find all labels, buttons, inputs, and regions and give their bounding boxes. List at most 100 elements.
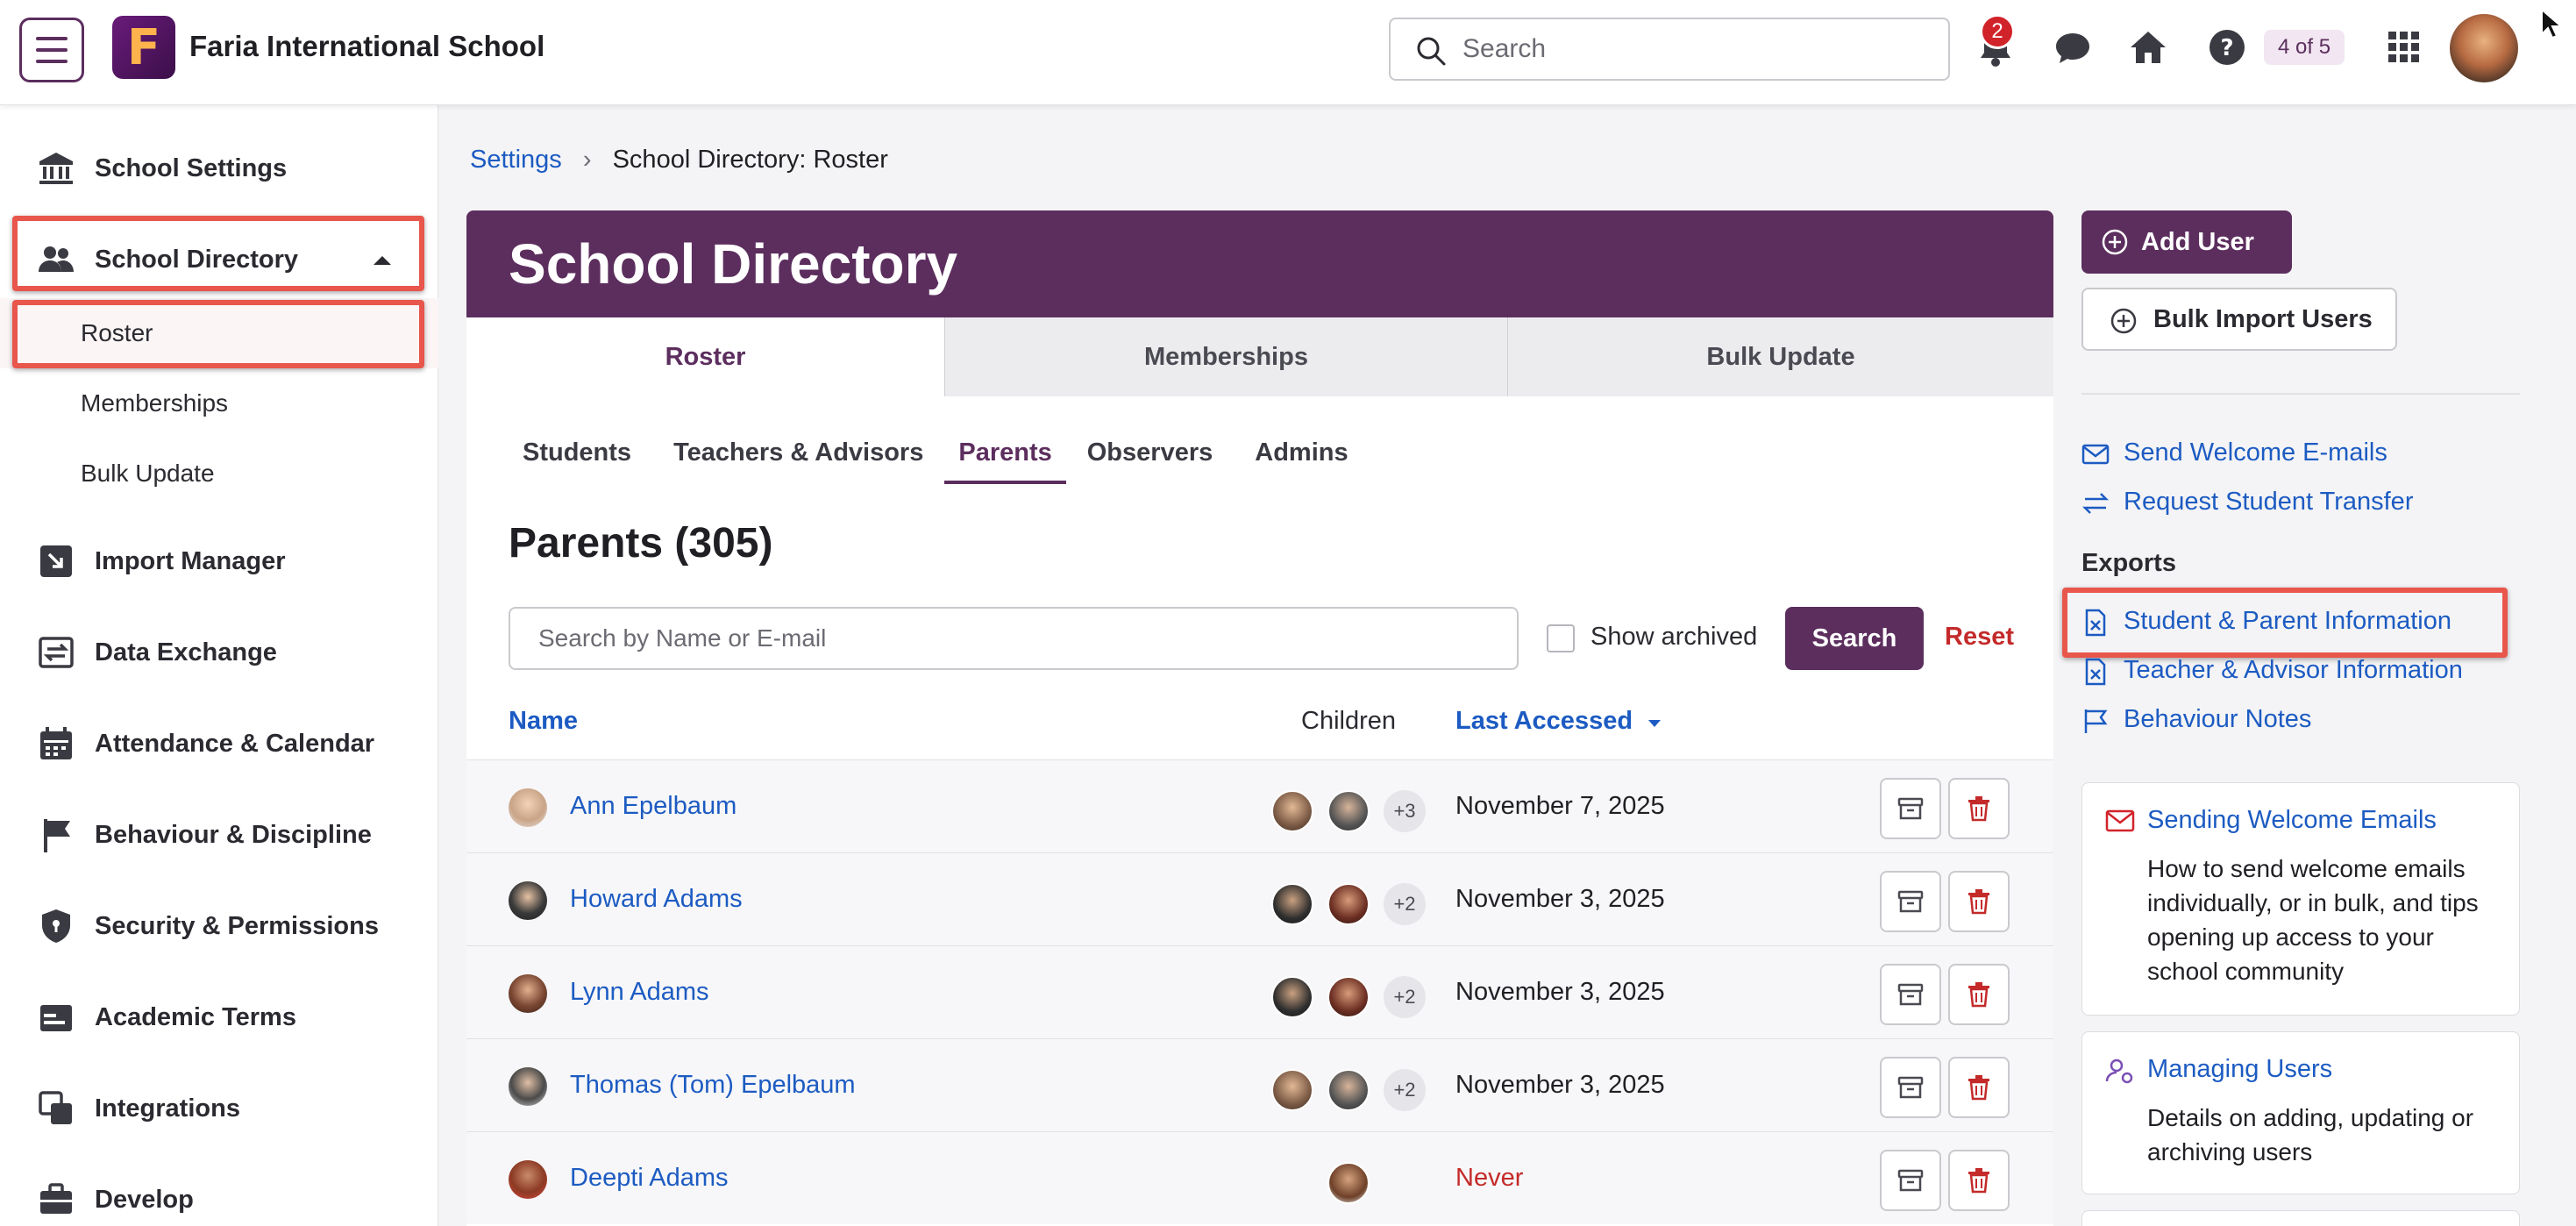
sidebar-item-data-exchange[interactable]: Data Exchange [0, 617, 438, 688]
bank-icon [39, 153, 73, 184]
delete-button[interactable] [1948, 964, 2010, 1025]
name-email-search-input[interactable]: Search by Name or E-mail [509, 607, 1519, 670]
more-children-count[interactable]: +2 [1384, 883, 1426, 925]
archive-button[interactable] [1880, 1057, 1941, 1118]
tab-memberships[interactable]: Memberships [944, 317, 1507, 396]
calendar-icon [40, 727, 72, 759]
subtab-parents[interactable]: Parents [944, 431, 1067, 484]
help-card-partial [2081, 1210, 2520, 1226]
parent-name-link[interactable]: Deepti Adams [570, 1164, 729, 1192]
chevron-up-icon[interactable] [372, 253, 393, 267]
request-student-transfer-link[interactable]: Request Student Transfer [2081, 488, 2413, 517]
sidebar-item-security-permissions[interactable]: Security & Permissions [0, 891, 438, 961]
archive-button[interactable] [1880, 1150, 1941, 1211]
delete-button[interactable] [1948, 778, 2010, 839]
help-card-title[interactable]: Managing Users [2147, 1055, 2333, 1083]
delete-button[interactable] [1948, 1150, 2010, 1211]
link-label: Teacher & Advisor Information [2124, 656, 2463, 684]
hamburger-menu-button[interactable] [19, 18, 84, 82]
more-children-count[interactable]: +2 [1384, 1069, 1426, 1111]
child-avatar[interactable] [1327, 1162, 1370, 1204]
sidebar-subitem-bulk-update[interactable]: Bulk Update [0, 438, 438, 509]
reset-link[interactable]: Reset [1945, 623, 2014, 651]
child-avatar[interactable] [1327, 976, 1370, 1018]
svg-text:?: ? [2220, 35, 2233, 61]
envelope-icon [2105, 809, 2135, 832]
more-children-count[interactable]: +2 [1384, 976, 1426, 1018]
archive-button[interactable] [1880, 778, 1941, 839]
user-avatar[interactable] [2450, 14, 2518, 82]
child-avatar[interactable] [1327, 1069, 1370, 1111]
child-avatar[interactable] [1327, 790, 1370, 832]
subtab-observers[interactable]: Observers [1086, 438, 1213, 467]
chat-icon[interactable] [2050, 25, 2096, 70]
help-card-welcome-emails[interactable]: Sending Welcome Emails How to send welco… [2081, 782, 2520, 1016]
parent-name-link[interactable]: Lynn Adams [570, 978, 709, 1006]
tab-roster[interactable]: Roster [466, 317, 944, 396]
export-behaviour-notes-link[interactable]: Behaviour Notes [2081, 705, 2311, 734]
column-header-name[interactable]: Name [509, 707, 578, 735]
add-user-button[interactable]: Add User [2081, 210, 2292, 274]
sidebar-item-behaviour-discipline[interactable]: Behaviour & Discipline [0, 800, 438, 870]
sidebar-item-integrations[interactable]: Integrations [0, 1073, 438, 1144]
highlight-box-roster [12, 300, 424, 368]
sidebar-subitem-label: Roster [81, 319, 153, 346]
bulk-import-users-button[interactable]: Bulk Import Users [2081, 288, 2397, 351]
help-card-managing-users[interactable]: Managing Users Details on adding, updati… [2081, 1031, 2520, 1194]
apps-grid-icon[interactable] [2381, 25, 2427, 70]
sidebar-item-import-manager[interactable]: Import Manager [0, 526, 438, 596]
delete-button[interactable] [1948, 1057, 2010, 1118]
sidebar-item-academic-terms[interactable]: Academic Terms [0, 982, 438, 1052]
trash-icon [1968, 889, 1989, 915]
more-children-count[interactable]: +3 [1384, 790, 1426, 832]
export-teacher-advisor-link[interactable]: Teacher & Advisor Information [2081, 656, 2463, 686]
export-student-parent-link[interactable]: Student & Parent Information [2081, 607, 2451, 637]
child-avatar[interactable] [1271, 976, 1313, 1018]
pager-badge[interactable]: 4 of 5 [2264, 30, 2345, 65]
tab-bulk-update[interactable]: Bulk Update [1507, 317, 2053, 396]
table-row[interactable]: Deepti Adams Never [466, 1131, 2053, 1224]
column-header-last-accessed[interactable]: Last Accessed [1455, 707, 1662, 736]
sidebar-item-develop[interactable]: Develop [0, 1165, 438, 1226]
archive-button[interactable] [1880, 964, 1941, 1025]
sidebar-item-label: School Directory [95, 245, 299, 274]
home-icon[interactable] [2125, 25, 2171, 70]
child-avatar[interactable] [1271, 883, 1313, 925]
table-row[interactable]: Lynn Adams +2 November 3, 2025 [466, 945, 2053, 1038]
delete-button[interactable] [1948, 871, 2010, 932]
sidebar-subitem-label: Memberships [81, 389, 229, 417]
breadcrumb-link-settings[interactable]: Settings [470, 146, 562, 174]
send-welcome-emails-link[interactable]: Send Welcome E-mails [2081, 438, 2387, 467]
help-icon[interactable]: ? [2204, 25, 2250, 70]
child-avatar[interactable] [1327, 883, 1370, 925]
name-email-search-placeholder: Search by Name or E-mail [538, 624, 827, 652]
help-card-title[interactable]: Sending Welcome Emails [2147, 806, 2437, 834]
show-archived-checkbox[interactable] [1547, 624, 1575, 652]
subtab-students[interactable]: Students [523, 438, 632, 467]
sidebar-subitem-roster[interactable]: Roster [0, 298, 438, 368]
parent-name-link[interactable]: Ann Epelbaum [570, 792, 737, 820]
sidebar-item-attendance-calendar[interactable]: Attendance & Calendar [0, 709, 438, 779]
last-accessed-date: November 3, 2025 [1455, 978, 1665, 1006]
parent-name-link[interactable]: Howard Adams [570, 885, 743, 913]
school-logo: F [112, 16, 175, 79]
table-row[interactable]: Ann Epelbaum +3 November 7, 2025 [466, 759, 2053, 852]
child-avatar[interactable] [1271, 1069, 1313, 1111]
subtab-teachers-advisors[interactable]: Teachers & Advisors [673, 438, 924, 467]
archive-icon [1897, 983, 1924, 1006]
sidebar-item-school-settings[interactable]: School Settings [0, 133, 438, 203]
search-button[interactable]: Search [1785, 607, 1924, 670]
table-row[interactable]: Howard Adams +2 November 3, 2025 [466, 852, 2053, 945]
archive-button[interactable] [1880, 871, 1941, 932]
subtab-admins[interactable]: Admins [1255, 438, 1348, 467]
trash-icon [1968, 1168, 1989, 1194]
sidebar-item-school-directory[interactable]: School Directory [0, 225, 438, 295]
table-row[interactable]: Thomas (Tom) Epelbaum +2 November 3, 202… [466, 1038, 2053, 1131]
link-label: Send Welcome E-mails [2124, 438, 2387, 467]
child-avatar[interactable] [1271, 790, 1313, 832]
global-search-input[interactable]: Search [1389, 18, 1950, 81]
sidebar-subitem-memberships[interactable]: Memberships [0, 368, 438, 438]
avatar [509, 1067, 547, 1106]
parent-name-link[interactable]: Thomas (Tom) Epelbaum [570, 1071, 856, 1099]
terms-icon [40, 1005, 72, 1031]
